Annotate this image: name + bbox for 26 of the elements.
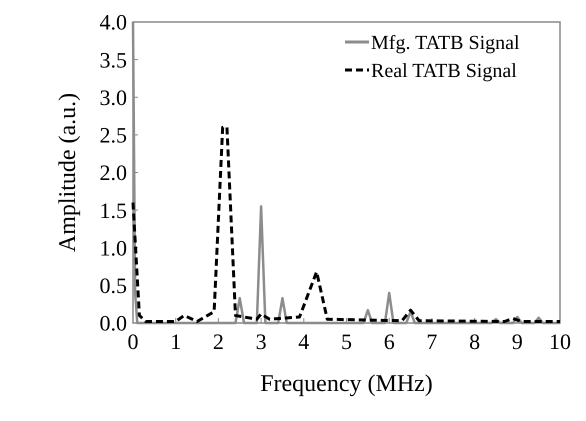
legend-label: Real TATB Signal — [371, 60, 518, 82]
y-tick-label: 0.5 — [100, 273, 127, 298]
y-tick-label: 3.5 — [100, 47, 127, 72]
y-tick-label: 2.5 — [100, 122, 127, 148]
x-tick-label: 1 — [170, 329, 182, 354]
x-tick-label: 4 — [298, 329, 310, 354]
y-axis-title: Amplitude (a.u.) — [55, 92, 81, 252]
line-series — [132, 20, 562, 324]
x-tick-label: 2 — [212, 329, 224, 354]
x-axis-title: Frequency (MHz) — [260, 371, 433, 397]
y-tick-label: 3.0 — [100, 84, 127, 110]
legend-label: Mfg. TATB Signal — [371, 32, 520, 54]
y-tick-label: 1.0 — [100, 235, 127, 260]
y-tick-label: 1.5 — [100, 198, 127, 223]
x-tick-label: 0 — [128, 329, 138, 354]
x-tick-label: 3 — [256, 329, 267, 354]
x-tick-label: 8 — [469, 329, 480, 354]
x-tick-label: 10 — [549, 329, 571, 354]
y-tick-label: 4.0 — [100, 10, 127, 35]
y-tick-label: 2.0 — [100, 160, 127, 186]
y-tick-label: 0.0 — [100, 310, 127, 336]
x-tick-label: 6 — [384, 329, 395, 354]
line-series — [132, 126, 562, 323]
x-tick-label: 7 — [426, 329, 438, 354]
x-tick-label: 5 — [341, 329, 352, 354]
x-tick-label: 9 — [512, 329, 523, 354]
